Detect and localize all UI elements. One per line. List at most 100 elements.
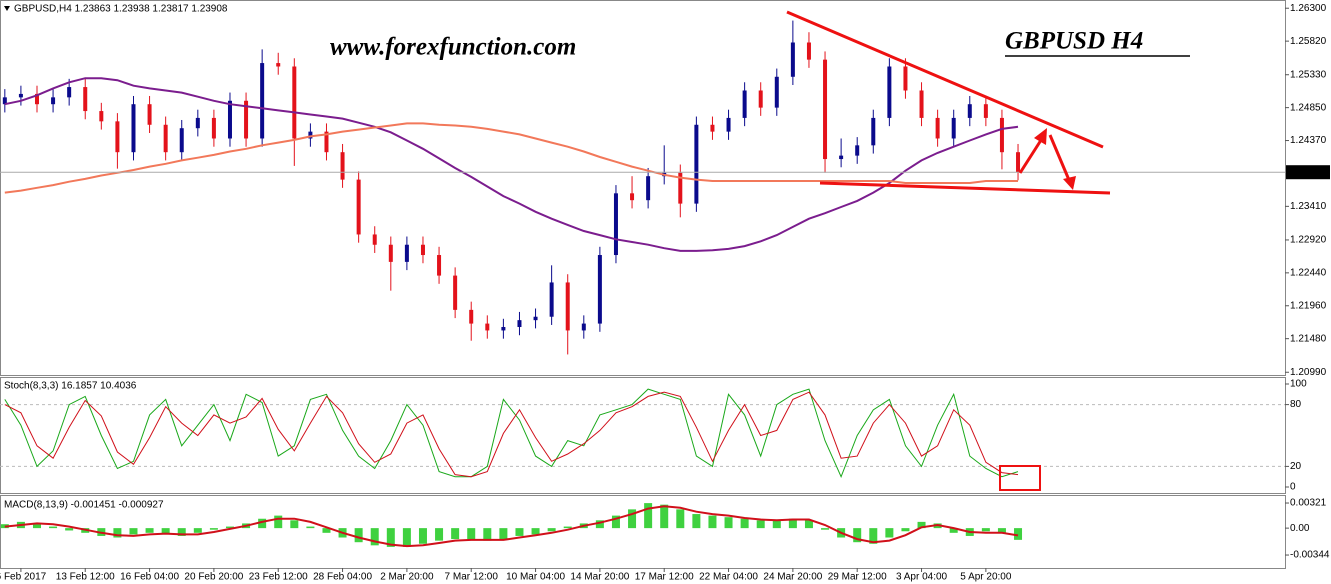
signal-line xyxy=(4,505,1019,548)
histogram-bar xyxy=(853,528,862,543)
y-tick-label: 0 xyxy=(1290,482,1296,493)
y-tick-label: 1.25820 xyxy=(1290,36,1327,47)
candle-body xyxy=(340,152,345,180)
arrow-up xyxy=(1018,136,1045,174)
histogram-bar xyxy=(901,528,910,532)
histogram-bar xyxy=(821,528,830,530)
candle-body xyxy=(195,117,200,129)
candle-body xyxy=(823,59,828,160)
macd-title: MACD(8,13,9) -0.001451 -0.000927 xyxy=(4,500,164,511)
candle-body xyxy=(951,117,956,139)
histogram-bar xyxy=(788,518,797,529)
candle-body xyxy=(1016,152,1021,173)
candle-body xyxy=(678,172,683,204)
series-line xyxy=(4,391,1019,478)
stoch-title: Stoch(8,3,3) 16.1857 10.4036 xyxy=(4,381,137,392)
candle-body xyxy=(356,179,361,235)
candle-body xyxy=(742,90,747,118)
histogram-bar xyxy=(1014,528,1023,540)
histogram-bar xyxy=(225,526,234,529)
histogram-bar xyxy=(644,503,653,529)
histogram-bar xyxy=(997,528,1006,533)
candle-body xyxy=(517,320,522,328)
series-line xyxy=(4,388,1019,478)
y-tick-label: 20 xyxy=(1290,461,1302,472)
candle-body xyxy=(501,327,506,331)
histogram-bar xyxy=(161,528,170,535)
candle-body xyxy=(453,275,458,310)
arrow-down xyxy=(1048,134,1071,181)
moving-average xyxy=(4,122,1018,194)
candle-body xyxy=(549,282,554,317)
histogram-bar xyxy=(49,526,58,529)
candle-body xyxy=(18,93,23,98)
y-tick-label: 0.00321 xyxy=(1290,498,1327,509)
last-price-box xyxy=(1286,165,1330,180)
histogram-bar xyxy=(917,521,926,529)
x-tick-label: 6 Feb 2017 xyxy=(0,572,47,583)
histogram-bar xyxy=(290,520,299,529)
arrow-head xyxy=(1034,128,1047,145)
candle-body xyxy=(790,42,795,77)
candle-body xyxy=(871,117,876,146)
histogram-bar xyxy=(483,528,492,541)
y-tick-label: 1.21960 xyxy=(1290,300,1327,311)
x-tick-label: 23 Feb 12:00 xyxy=(249,572,308,583)
histogram-bar xyxy=(435,528,444,541)
x-tick-label: 24 Mar 20:00 xyxy=(763,572,822,583)
histogram-bar xyxy=(209,528,218,530)
candle-body xyxy=(388,244,393,262)
highlight-box xyxy=(999,465,1041,491)
x-tick-label: 7 Mar 12:00 xyxy=(445,572,499,583)
histogram-bar xyxy=(804,520,813,529)
histogram-bar xyxy=(611,515,620,529)
histogram-bar xyxy=(676,509,685,529)
histogram-bar xyxy=(499,528,508,540)
header-icon xyxy=(4,6,10,11)
candle-body xyxy=(903,66,908,91)
y-tick-label: -0.00344 xyxy=(1290,550,1330,561)
histogram-bar xyxy=(258,518,267,529)
plot-layer: 1.26300 1.25820 1.25330 1.24850 1.24370 1.234… xyxy=(0,3,1330,583)
y-tick-label: 100 xyxy=(1290,379,1307,390)
y-tick-label: 1.26300 xyxy=(1290,3,1327,14)
histogram-bar xyxy=(418,528,427,544)
candle-body xyxy=(758,90,763,108)
y-tick-label: 1.21480 xyxy=(1290,333,1327,344)
histogram-bar xyxy=(869,528,878,544)
x-tick-label: 22 Mar 04:00 xyxy=(699,572,758,583)
y-tick-label: 0.00 xyxy=(1290,523,1310,534)
candle-body xyxy=(630,193,635,201)
candle-body xyxy=(437,255,442,276)
candle-body xyxy=(999,117,1004,153)
histogram-bar xyxy=(531,528,540,535)
histogram-bar xyxy=(370,528,379,546)
candle-body xyxy=(887,66,892,118)
candle-body xyxy=(485,323,490,331)
histogram-bar xyxy=(306,526,315,529)
histogram-bar xyxy=(708,515,717,529)
stoch-panel xyxy=(0,377,1286,494)
candle-body xyxy=(131,104,136,153)
histogram-bar xyxy=(451,528,460,540)
chart-title: GBPUSD,H4 1.23863 1.23938 1.23817 1.2390… xyxy=(14,4,228,15)
candle-body xyxy=(694,124,699,204)
pair-annotation: GBPUSD H4 xyxy=(1005,28,1143,55)
histogram-bar xyxy=(563,526,572,529)
y-tick-label: 1.22920 xyxy=(1290,235,1327,246)
candle-body xyxy=(726,117,731,132)
candle-body xyxy=(533,316,538,321)
macd-panel xyxy=(0,495,1286,569)
histogram-bar xyxy=(515,528,524,536)
candle-body xyxy=(469,309,474,324)
lower-trendline xyxy=(819,181,1111,195)
candle-body xyxy=(244,100,249,139)
candle-body xyxy=(613,193,618,256)
x-tick-label: 14 Mar 20:00 xyxy=(570,572,629,583)
histogram-bar xyxy=(193,528,202,533)
candle-body xyxy=(227,100,232,139)
histogram-bar xyxy=(740,518,749,529)
